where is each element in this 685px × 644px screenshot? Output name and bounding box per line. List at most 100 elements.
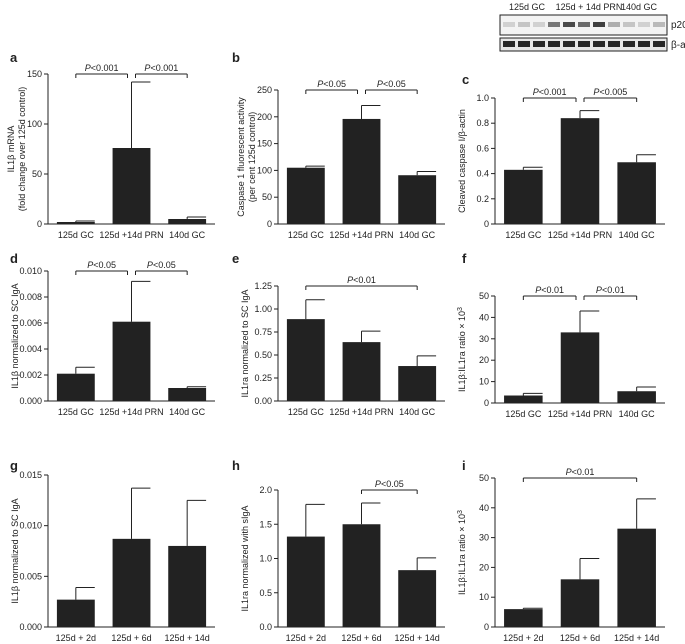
significance-label: P<0.001 (144, 63, 178, 73)
significance-value: <0.05 (93, 260, 116, 270)
significance-label: P<0.01 (535, 285, 564, 295)
actin-band (518, 41, 530, 47)
western-blot: 125d GC 125d + 14d PRN 140d GC p20 β-act… (499, 2, 685, 52)
p20-band (653, 22, 665, 27)
significance-value: <0.05 (381, 479, 404, 489)
p20-band (503, 22, 515, 27)
bar (398, 175, 437, 224)
y-tick-label: 0.75 (254, 327, 272, 337)
panel-letter: i (462, 458, 466, 473)
y-tick-label: 0.6 (476, 143, 489, 153)
y-tick-label: 0.010 (19, 266, 42, 276)
blot-lane-label-2: 125d + 14d PRN (556, 2, 623, 12)
significance-p: P (347, 275, 353, 285)
significance-value: <0.005 (599, 87, 627, 97)
bar (168, 219, 207, 224)
significance-p: P (593, 87, 599, 97)
y-tick-label: 0.2 (476, 194, 489, 204)
p20-band (578, 22, 590, 27)
actin-band (578, 41, 590, 47)
significance-value: <0.05 (153, 260, 176, 270)
bar (168, 388, 207, 401)
x-category-label: 125d +14d PRN (548, 230, 612, 240)
significance-label: P<0.05 (377, 79, 406, 89)
x-category-label: 140d GC (619, 409, 656, 419)
y-tick-label: 1.0 (259, 554, 272, 564)
significance-p: P (596, 285, 602, 295)
y-axis-title: IL1ra normalized to SC IgA (240, 289, 250, 397)
panel-i: i 0 10 20 30 40 50 IL1β:IL1ra ratio × 103 125d +… (457, 458, 665, 643)
significance-label: P<0.05 (87, 260, 116, 270)
panel-f: f 0 10 20 30 40 50 IL1β:IL1ra ratio × 103 125d G… (457, 251, 665, 419)
x-category-label: 125d GC (288, 230, 325, 240)
significance-value: <0.001 (539, 87, 567, 97)
panel-a: a 0 50 100 150 IL1β mRNA (fold change over 125… (6, 50, 215, 240)
band-label-actin: β-actin (671, 40, 685, 51)
y-tick-label: 100 (27, 119, 42, 129)
panel-letter: a (10, 50, 18, 65)
x-category-label: 125d + 14d (165, 633, 210, 643)
bar (342, 118, 381, 224)
panel-e: e 0.00 0.25 0.50 0.75 1.00 1.25 IL1ra normalize… (232, 251, 445, 417)
y-axis-title: IL1β normalized to SC IgA (10, 283, 20, 388)
significance-value: <0.001 (150, 63, 178, 73)
x-category-label: 125d + 6d (341, 633, 381, 643)
y-tick-label: 1.00 (254, 304, 272, 314)
significance-p: P (535, 285, 541, 295)
significance-value: <0.01 (572, 467, 595, 477)
x-category-label: 125d +14d PRN (329, 230, 393, 240)
actin-band (593, 41, 605, 47)
y-axis-title: IL1β:IL1ra ratio × 103 (457, 510, 468, 595)
y-tick-label: 0 (484, 622, 489, 632)
p20-band (533, 22, 545, 27)
actin-band (533, 41, 545, 47)
significance-value: <0.01 (353, 275, 376, 285)
y-axis-title-superscript: 3 (457, 510, 464, 514)
x-category-label: 140d GC (399, 407, 436, 417)
x-category-label: 125d GC (58, 230, 95, 240)
y-tick-label: 50 (479, 291, 489, 301)
bar (286, 319, 325, 401)
x-category-label: 125d + 2d (286, 633, 326, 643)
y-tick-label: 50 (262, 192, 272, 202)
y-tick-label: 0.5 (259, 588, 272, 598)
y-tick-label: 0.005 (19, 571, 42, 581)
bar (560, 579, 600, 627)
y-tick-label: 0.00 (254, 396, 272, 406)
x-category-label: 125d + 14d (614, 633, 659, 643)
significance-value: <0.01 (602, 285, 625, 295)
x-category-label: 125d + 2d (503, 633, 543, 643)
y-tick-label: 1.25 (254, 281, 272, 291)
y-tick-label: 20 (479, 355, 489, 365)
actin-band-group (503, 41, 665, 47)
y-tick-label: 0.015 (19, 470, 42, 480)
x-category-label: 140d GC (169, 407, 206, 417)
significance-value: <0.01 (541, 285, 564, 295)
bar (398, 366, 437, 401)
y-tick-label: 0 (484, 398, 489, 408)
significance-p: P (147, 260, 153, 270)
x-category-label: 125d GC (505, 409, 542, 419)
significance-p: P (375, 479, 381, 489)
significance-label: P<0.005 (593, 87, 627, 97)
y-tick-label: 10 (479, 377, 489, 387)
actin-band (503, 41, 515, 47)
y-tick-label: 2.0 (259, 485, 272, 495)
y-tick-label: 0.4 (476, 169, 489, 179)
y-tick-label: 0.8 (476, 118, 489, 128)
y-tick-label: 50 (32, 169, 42, 179)
panel-g: g 0.000 0.005 0.010 0.015 IL1β normalized to … (10, 458, 215, 643)
bar (504, 169, 543, 224)
y-axis-subtitle: (fold change over 125d control) (17, 87, 27, 212)
y-tick-label: 0.000 (19, 396, 42, 406)
bar (342, 342, 381, 401)
panel-letter: g (10, 458, 18, 473)
bar (286, 167, 325, 224)
bar (504, 609, 543, 627)
panel-letter: c (462, 72, 469, 87)
y-tick-label: 100 (257, 165, 272, 175)
significance-p: P (533, 87, 539, 97)
y-tick-label: 250 (257, 85, 272, 95)
p20-band-group (503, 22, 665, 27)
y-tick-label: 0.010 (19, 521, 42, 531)
